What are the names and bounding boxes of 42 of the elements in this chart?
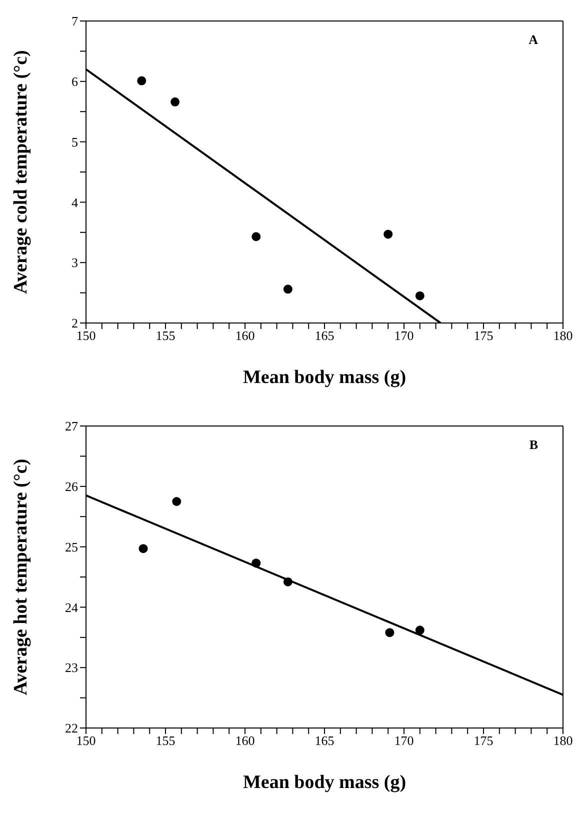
x-tick-label: 155 — [156, 733, 176, 748]
x-tick-label: 170 — [394, 733, 414, 748]
point — [137, 76, 146, 86]
x-tick-label: 155 — [156, 328, 176, 344]
x-tick-label: 165 — [314, 733, 334, 748]
x-tick-label: 160 — [235, 328, 255, 344]
y-axis-title: Average cold temperature (°c) — [10, 50, 32, 294]
point — [415, 291, 424, 300]
x-tick-label: 180 — [553, 328, 573, 344]
y-tick-label: 7 — [72, 14, 78, 29]
annotation: B — [529, 437, 538, 453]
y-tick-label: 24 — [65, 600, 78, 615]
y-tick-label: 22 — [65, 720, 78, 736]
y-tick-label: 25 — [65, 539, 78, 554]
point — [385, 628, 394, 638]
point — [138, 544, 148, 554]
y-tick-label: 27 — [65, 418, 78, 434]
y-tick-label: 23 — [65, 660, 78, 676]
y-tick-label: 26 — [65, 479, 78, 494]
y-tick-label: 6 — [72, 74, 78, 90]
y-tick-label: 2 — [72, 316, 78, 331]
x-axis-title: Mean body mass (g) — [242, 772, 406, 793]
x-tick-label: 175 — [474, 328, 494, 344]
point — [172, 497, 182, 506]
y-tick-label: 5 — [72, 134, 78, 150]
y-tick-label: 4 — [72, 194, 78, 210]
annotation: A — [528, 32, 538, 48]
point — [384, 230, 393, 239]
x-tick-label: 160 — [235, 733, 255, 748]
point — [170, 97, 180, 106]
x-tick-label: 165 — [314, 328, 334, 344]
x-axis-title: Mean body mass (g) — [242, 367, 406, 388]
point — [283, 284, 292, 294]
point — [252, 232, 261, 242]
x-tick-label: 175 — [474, 733, 494, 748]
point — [415, 626, 424, 635]
y-tick-label: 3 — [72, 255, 78, 270]
x-tick-label: 150 — [76, 733, 96, 748]
x-tick-label: 170 — [394, 328, 414, 344]
x-tick-label: 150 — [76, 328, 96, 344]
x-tick-label: 180 — [553, 733, 573, 748]
y-axis-title: Average hot temperature (°c) — [10, 458, 32, 696]
